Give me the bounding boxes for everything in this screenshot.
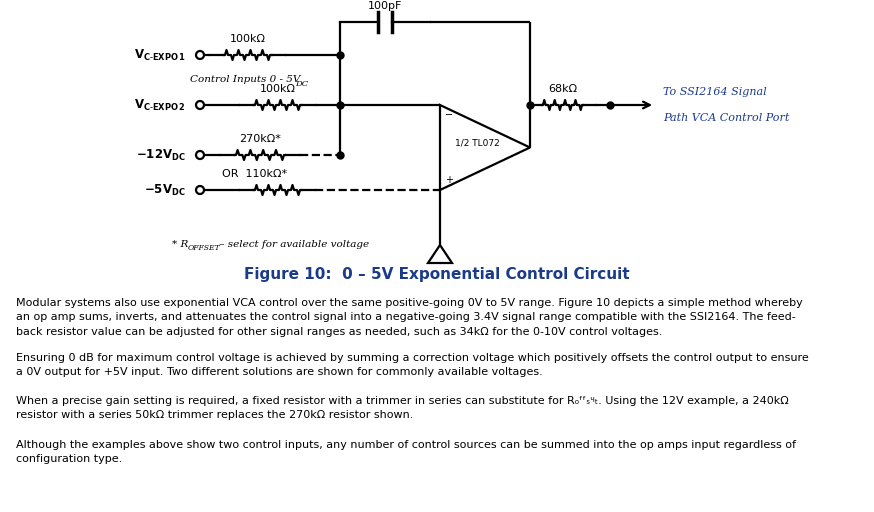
Text: $\mathbf{V_{C\text{-}EXPO\,2}}$: $\mathbf{V_{C\text{-}EXPO\,2}}$ [135, 97, 186, 113]
Text: −: − [445, 110, 453, 120]
Text: 100kΩ: 100kΩ [230, 34, 266, 44]
Text: * R: * R [172, 240, 189, 249]
Text: When a precise gain setting is required, a fixed resistor with a trimmer in seri: When a precise gain setting is required,… [16, 396, 788, 420]
Text: Path VCA Control Port: Path VCA Control Port [663, 113, 789, 123]
Text: +: + [445, 175, 453, 185]
Text: 270kΩ*: 270kΩ* [239, 134, 281, 144]
Text: DC: DC [295, 80, 309, 88]
Text: $\mathbf{V_{C\text{-}EXPO\,1}}$: $\mathbf{V_{C\text{-}EXPO\,1}}$ [135, 48, 186, 62]
Text: $\mathbf{-5V_{DC}}$: $\mathbf{-5V_{DC}}$ [144, 182, 186, 198]
Text: $\mathbf{-12V_{DC}}$: $\mathbf{-12V_{DC}}$ [136, 147, 186, 162]
Text: To SSI2164 Signal: To SSI2164 Signal [663, 87, 766, 97]
Text: 68kΩ: 68kΩ [548, 84, 577, 94]
Text: Although the examples above show two control inputs, any number of control sourc: Although the examples above show two con… [16, 440, 796, 464]
Text: Ensuring 0 dB for maximum control voltage is achieved by summing a correction vo: Ensuring 0 dB for maximum control voltag… [16, 353, 808, 377]
Text: OFFSET: OFFSET [188, 244, 221, 252]
Text: Figure 10:  0 – 5V Exponential Control Circuit: Figure 10: 0 – 5V Exponential Control Ci… [244, 267, 630, 283]
Text: 100pF: 100pF [368, 1, 402, 11]
Text: 100kΩ: 100kΩ [260, 84, 295, 94]
Text: Modular systems also use exponential VCA control over the same positive-going 0V: Modular systems also use exponential VCA… [16, 298, 802, 337]
Text: – select for available voltage: – select for available voltage [216, 240, 369, 249]
Text: Control Inputs 0 - 5V: Control Inputs 0 - 5V [190, 75, 301, 84]
Text: OR  110kΩ*: OR 110kΩ* [222, 169, 288, 179]
Text: 1/2 TL072: 1/2 TL072 [455, 138, 500, 147]
